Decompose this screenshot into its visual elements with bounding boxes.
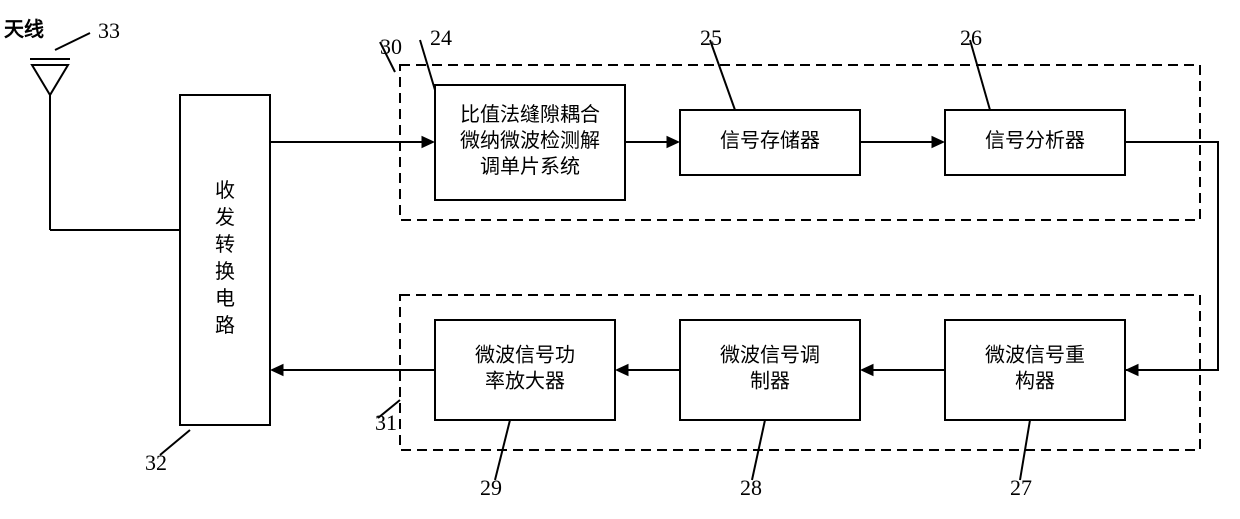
switch-block bbox=[180, 95, 270, 425]
leader-3 bbox=[710, 40, 735, 110]
svg-text:转: 转 bbox=[215, 233, 235, 256]
antenna-number: 33 bbox=[98, 18, 120, 43]
svg-text:信号分析器: 信号分析器 bbox=[985, 129, 1085, 152]
svg-text:微纳微波检测解: 微纳微波检测解 bbox=[460, 129, 600, 152]
block-diagram: 天线33收发转换电路323031比值法缝隙耦合微纳微波检测解调单片系统24信号存… bbox=[0, 0, 1240, 519]
leader-5 bbox=[160, 430, 190, 455]
svg-text:微波信号重: 微波信号重 bbox=[985, 344, 1085, 367]
block-b24-number: 24 bbox=[430, 25, 452, 50]
svg-text:调单片系统: 调单片系统 bbox=[480, 155, 580, 178]
svg-text:收: 收 bbox=[215, 179, 235, 202]
arrow-3 bbox=[1125, 142, 1218, 370]
block-b25-number: 25 bbox=[700, 25, 722, 50]
antenna-symbol bbox=[32, 65, 68, 95]
svg-text:制器: 制器 bbox=[750, 370, 790, 393]
antenna-label: 天线 bbox=[4, 17, 44, 41]
svg-text:路: 路 bbox=[215, 314, 235, 337]
switch-number: 32 bbox=[145, 450, 167, 475]
svg-text:发: 发 bbox=[215, 206, 235, 229]
block-b29-number: 29 bbox=[480, 475, 502, 500]
svg-text:比值法缝隙耦合: 比值法缝隙耦合 bbox=[460, 103, 600, 126]
svg-text:微波信号调: 微波信号调 bbox=[720, 344, 820, 367]
svg-text:换: 换 bbox=[215, 260, 235, 283]
svg-text:信号存储器: 信号存储器 bbox=[720, 129, 820, 152]
svg-text:电: 电 bbox=[215, 287, 235, 310]
leader-0 bbox=[55, 33, 90, 50]
dashed-group-bottom-number: 31 bbox=[375, 410, 397, 435]
svg-text:率放大器: 率放大器 bbox=[485, 370, 565, 393]
leader-4 bbox=[970, 40, 990, 110]
svg-text:构器: 构器 bbox=[1015, 370, 1055, 393]
svg-text:微波信号功: 微波信号功 bbox=[475, 344, 575, 367]
block-b28-number: 28 bbox=[740, 475, 762, 500]
